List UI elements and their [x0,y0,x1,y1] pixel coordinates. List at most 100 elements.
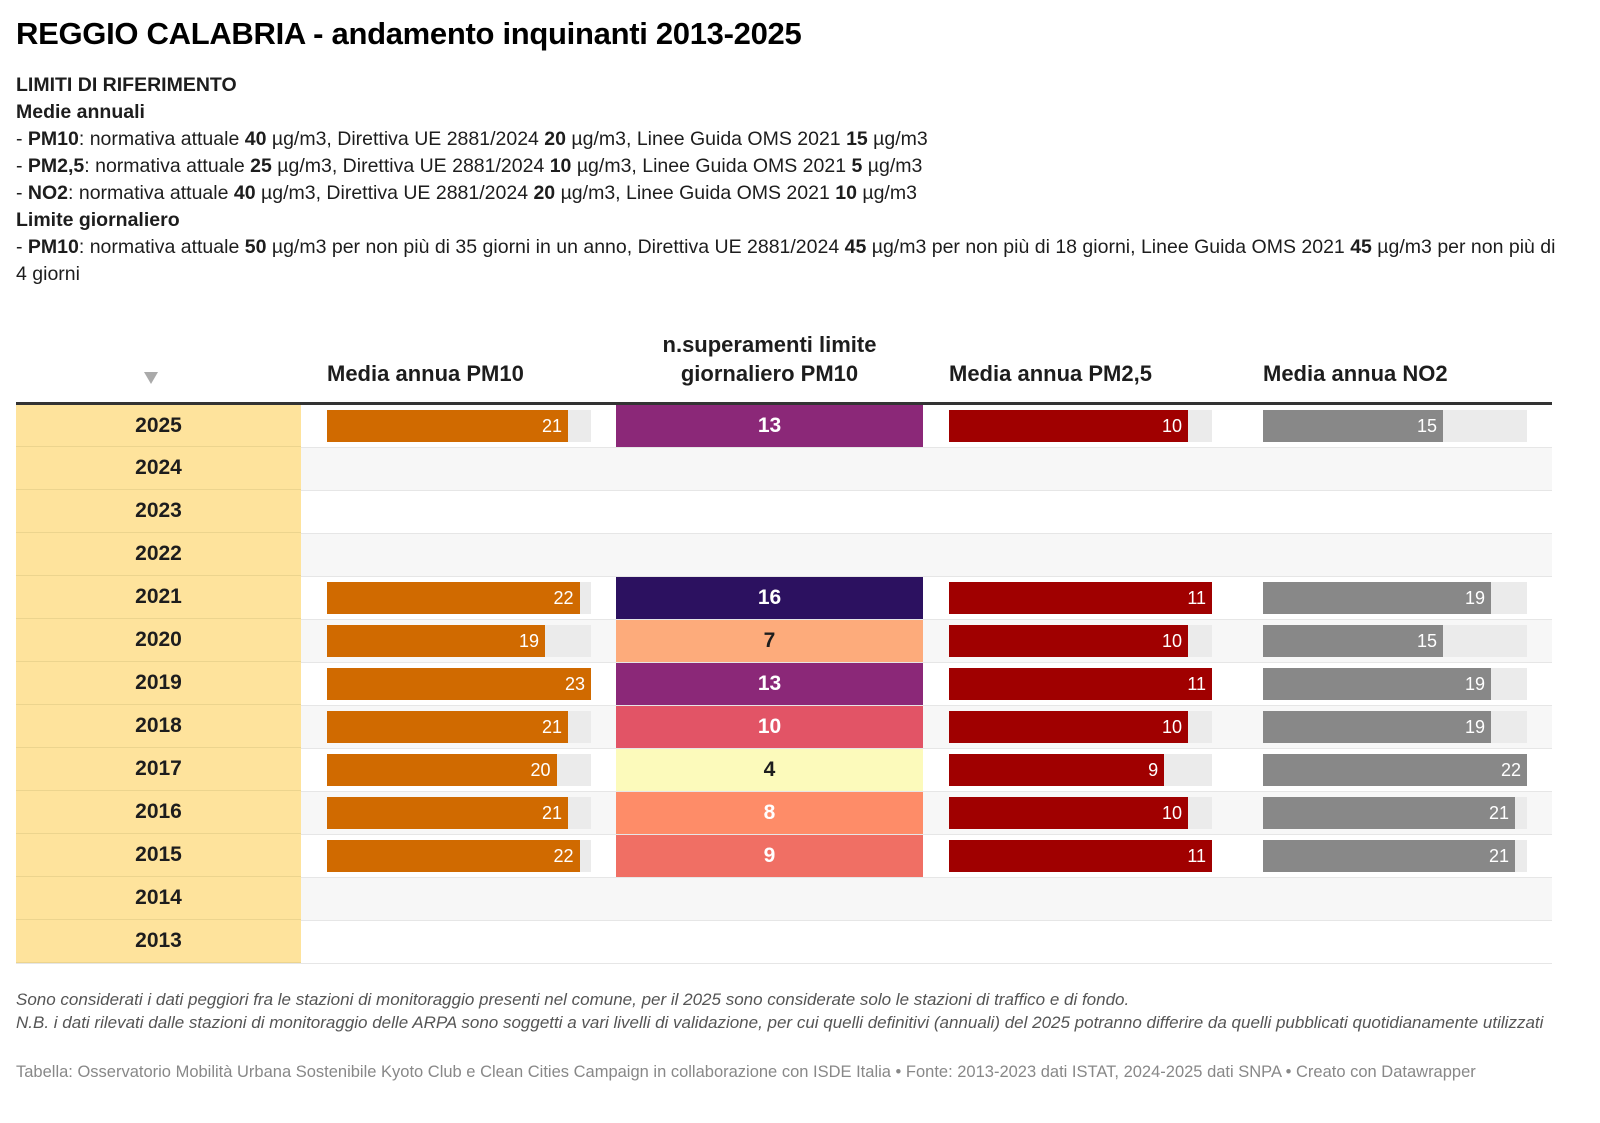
header-pm25[interactable]: Media annua PM2,5 [949,361,1152,386]
text-run: µg/m3 [862,155,923,177]
exceedances-cell: 7 [616,620,923,662]
no2-bar-track: 21 [1263,840,1527,872]
bold-text: 50 [244,236,267,258]
pm10-bar-track: 22 [327,582,591,614]
year-cell: 2017 [16,748,301,791]
bold-text: 10 [835,182,857,204]
source-footer: Tabella: Osservatorio Mobilità Urbana So… [16,1063,1476,1081]
no2-bar: 21 [1263,797,1515,829]
note-line-1: Sono considerati i dati peggiori fra le … [16,990,1130,1009]
no2-bar-track: 19 [1263,668,1527,700]
bold-text: 40 [244,128,267,150]
pm25-bar: 11 [949,582,1212,614]
text-run: µg/m3, Direttiva UE 2881/2024 [271,155,550,177]
bold-text: 20 [544,128,566,150]
text-run: µg/m3, Linee Guida OMS 2021 [555,182,836,204]
text-run: : normativa attuale [84,155,251,177]
no2-bar-track: 19 [1263,711,1527,743]
pm10-bar: 22 [327,582,580,614]
text-run: - [16,128,28,150]
pm10-bar: 23 [327,668,591,700]
sort-descending-icon[interactable] [144,372,158,384]
pm10-bar-track: 23 [327,668,591,700]
pm10-bar-track: 19 [327,625,591,657]
annual-limit-pm25: - PM2,5: normativa attuale 25 µg/m3, Dir… [16,153,1556,180]
table-row: 2024 [16,447,1552,491]
no2-bar: 19 [1263,711,1491,743]
table-row: 2013 [16,920,1552,964]
no2-bar: 21 [1263,840,1515,872]
pm10-bar: 22 [327,840,580,872]
exceedances-cell: 10 [616,706,923,748]
pm10-bar: 21 [327,711,569,743]
pm10-bar-track: 21 [327,711,591,743]
chart-description: LIMITI DI RIFERIMENTO Medie annuali - PM… [16,72,1556,288]
bold-text: 5 [851,155,863,177]
exceedances-cell: 4 [616,749,923,791]
header-exceedances[interactable]: n.superamenti limite giornaliero PM10 [616,330,923,388]
pm10-bar: 19 [327,625,546,657]
text-run: µg/m3 per non più di 4 giorni [16,236,1556,285]
bold-text: 45 [1350,236,1372,258]
text-run: µg/m3 per non più di 35 giorni in un ann… [266,236,845,258]
no2-bar-track: 15 [1263,410,1527,442]
pm10-bar: 20 [327,754,557,786]
header-no2[interactable]: Media annua NO2 [1263,361,1448,386]
pm10-bar-track: 20 [327,754,591,786]
pm10-bar: 21 [327,410,569,442]
daily-limit-heading: Limite giornaliero [16,209,180,231]
table-row: 2022 [16,533,1552,577]
text-run: : normativa attuale [78,128,245,150]
no2-bar-track: 22 [1263,754,1527,786]
bold-text: 15 [846,128,868,150]
annual-limit-pm10: - PM10: normativa attuale 40 µg/m3, Dire… [16,126,1556,153]
text-run: : normativa attuale [68,182,234,204]
bold-text: 20 [533,182,556,204]
no2-bar: 15 [1263,410,1443,442]
no2-bar: 22 [1263,754,1527,786]
pm25-bar-track: 10 [949,711,1212,743]
table-row: 2020 19 10 15 7 [16,619,1552,663]
year-cell: 2015 [16,834,301,877]
text-run: - [16,182,28,204]
exceedances-cell: 13 [616,405,923,447]
exceedances-cell: 8 [616,792,923,834]
note-line-2: N.B. i dati rilevati dalle stazioni di m… [16,1013,1544,1032]
year-cell: 2021 [16,576,301,619]
year-cell: 2014 [16,877,301,920]
pm10-bar-track: 21 [327,410,591,442]
pm25-bar-track: 10 [949,797,1212,829]
daily-limit-pm10: - PM10: normativa attuale 50 µg/m3 per n… [16,234,1556,288]
no2-bar: 19 [1263,668,1491,700]
exceedances-cell: 9 [616,835,923,877]
text-run: µg/m3, Direttiva UE 2881/2024 [255,182,534,204]
text-run: µg/m3 [867,128,928,150]
table-row: 2023 [16,490,1552,534]
no2-bar-track: 19 [1263,582,1527,614]
pm25-bar-track: 9 [949,754,1212,786]
text-run: - [16,155,28,177]
no2-bar: 19 [1263,582,1491,614]
pm10-bar-track: 22 [327,840,591,872]
pm25-bar: 11 [949,840,1212,872]
year-cell: 2024 [16,447,301,490]
text-run: - [16,236,28,258]
table-header: Media annua PM10 n.superamenti limite gi… [16,318,1552,405]
pm25-bar: 10 [949,797,1189,829]
exceedances-cell: 13 [616,663,923,705]
pm25-bar-track: 10 [949,410,1212,442]
year-cell: 2020 [16,619,301,662]
bold-text: 45 [844,236,867,258]
table-row: 2025 21 10 15 13 [16,405,1552,448]
year-cell: 2022 [16,533,301,576]
header-pm10[interactable]: Media annua PM10 [327,361,524,386]
annual-limit-no2: - NO2: normativa attuale 40 µg/m3, Diret… [16,180,1556,207]
table-row: 2015 22 11 21 9 [16,834,1552,878]
no2-bar-track: 15 [1263,625,1527,657]
bold-text: PM2,5 [27,155,85,177]
year-cell: 2013 [16,920,301,963]
table-row: 2021 22 11 19 16 [16,576,1552,620]
text-run: µg/m3 [856,182,917,204]
bold-text: PM10 [27,128,79,150]
pm25-bar: 11 [949,668,1212,700]
